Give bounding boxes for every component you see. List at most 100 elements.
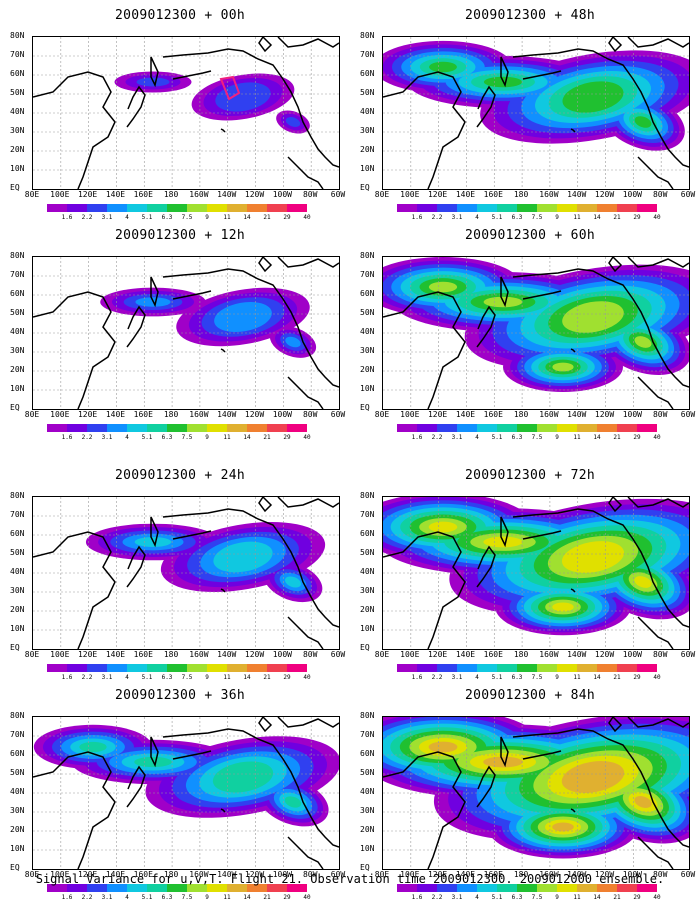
panel-title: 2009012300 + 00h xyxy=(114,8,246,23)
colorbar-swatch xyxy=(247,424,267,432)
colorbar-swatch xyxy=(477,664,497,672)
lon-tick-label: 80E xyxy=(374,410,390,419)
lon-tick-label: 80W xyxy=(652,190,668,199)
colorbar-swatch xyxy=(107,204,127,212)
colorbar-swatch xyxy=(637,204,657,212)
lat-tick-label: EQ xyxy=(360,183,370,192)
colorbar-swatch xyxy=(147,664,167,672)
colorbar-swatch xyxy=(537,884,557,892)
colorbar-level-label: 40 xyxy=(653,434,661,441)
colorbar-level-label: 14 xyxy=(593,894,601,901)
colorbar-swatch xyxy=(397,884,417,892)
lon-tick-label: 80E xyxy=(374,650,390,659)
lat-tick-label: 30N xyxy=(10,806,25,815)
lat-tick-label: 60N xyxy=(360,69,375,78)
colorbar-level-label: 29 xyxy=(633,894,641,901)
colorbar-swatch xyxy=(437,884,457,892)
colorbar-level-label: 3.1 xyxy=(451,434,463,441)
colorbar-level-label: 4 xyxy=(475,434,479,441)
colorbar-level-label: 1.6 xyxy=(61,674,73,681)
colorbar xyxy=(47,884,307,892)
colorbar-level-label: 4 xyxy=(125,434,129,441)
lon-tick-label: 100W xyxy=(622,870,642,879)
colorbar-level-label: 2.2 xyxy=(431,434,443,441)
colorbar-swatch xyxy=(597,884,617,892)
map-panel: 2009012300 + 48h 80N 70N 60N 50N 40N 30N 20N 10N… xyxy=(360,8,700,221)
panel-title: 2009012300 + 84h xyxy=(464,688,596,703)
lat-tick-label: 10N xyxy=(360,384,375,393)
lat-tick-label: 30N xyxy=(10,126,25,135)
colorbar-level-label: 40 xyxy=(303,674,311,681)
colorbar-level-label: 21 xyxy=(613,894,621,901)
colorbar-level-label: 11 xyxy=(573,894,581,901)
colorbar-level-label: 29 xyxy=(633,214,641,221)
colorbar-level-label: 2.2 xyxy=(81,214,93,221)
lon-tick-label: 180 xyxy=(513,410,529,419)
lat-tick-label: EQ xyxy=(10,183,20,192)
map-plot xyxy=(382,716,690,870)
colorbar-swatch xyxy=(577,664,597,672)
lon-tick-label: 120W xyxy=(594,190,615,199)
map-plot xyxy=(382,496,690,650)
colorbar-swatch xyxy=(437,664,457,672)
lat-tick-label: 20N xyxy=(360,365,375,374)
lon-tick-label: 60W xyxy=(680,870,696,879)
lon-tick-label: 120W xyxy=(594,650,615,659)
lon-tick-label: 140E xyxy=(105,410,126,419)
colorbar-level-label: 40 xyxy=(653,214,661,221)
colorbar-swatch xyxy=(107,884,127,892)
lat-tick-label: 70N xyxy=(10,510,25,519)
lat-tick-label: 30N xyxy=(360,586,375,595)
lat-tick-label: 80N xyxy=(10,711,25,720)
lat-tick-label: 70N xyxy=(10,270,25,279)
colorbar-swatch xyxy=(67,424,87,432)
colorbar-swatch xyxy=(47,884,67,892)
lat-tick-label: 50N xyxy=(360,308,375,317)
lat-tick-label: EQ xyxy=(10,643,20,652)
colorbar-swatch xyxy=(127,204,147,212)
colorbar xyxy=(397,204,657,212)
lon-tick-label: 160W xyxy=(189,870,209,879)
lat-tick-label: 40N xyxy=(10,107,25,116)
colorbar-level-label: 14 xyxy=(243,214,251,221)
lon-tick-label: 140W xyxy=(567,190,587,199)
colorbar-swatch xyxy=(127,884,147,892)
lat-tick-label: 80N xyxy=(360,31,375,40)
lat-tick-label: 50N xyxy=(10,308,25,317)
colorbar-swatch xyxy=(227,884,247,892)
lat-tick-label: 70N xyxy=(360,270,375,279)
colorbar-level-label: 9 xyxy=(205,214,209,221)
colorbar-swatch xyxy=(207,664,227,672)
colorbar xyxy=(47,204,307,212)
colorbar xyxy=(47,424,307,432)
colorbar-level-label: 11 xyxy=(223,674,231,681)
lon-tick-label: 140W xyxy=(567,870,587,879)
colorbar-level-label: 21 xyxy=(263,214,271,221)
lon-tick-label: 120E xyxy=(77,190,98,199)
lat-tick-label: 20N xyxy=(10,145,25,154)
colorbar-level-label: 9 xyxy=(555,894,559,901)
colorbar-level-label: 14 xyxy=(593,434,601,441)
lat-tick-label: 20N xyxy=(360,605,375,614)
lon-tick-label: 120E xyxy=(427,190,448,199)
colorbar-level-label: 7.5 xyxy=(531,674,543,681)
colorbar-swatch xyxy=(537,664,557,672)
lon-tick-label: 160E xyxy=(133,190,153,199)
lon-tick-label: 160E xyxy=(483,410,503,419)
map-plot xyxy=(32,256,340,410)
colorbar-swatch xyxy=(227,204,247,212)
colorbar-swatch xyxy=(557,204,577,212)
map-panel: 2009012300 + 12h 80N 70N 60N 50N 40N 30N 20N 10N… xyxy=(10,228,350,441)
colorbar-level-label: 5.1 xyxy=(141,894,153,901)
lon-tick-label: 100W xyxy=(272,650,292,659)
colorbar-swatch xyxy=(67,204,87,212)
colorbar-swatch xyxy=(477,884,497,892)
lat-tick-label: 80N xyxy=(10,251,25,260)
colorbar-swatch xyxy=(67,664,87,672)
colorbar-level-label: 9 xyxy=(205,674,209,681)
colorbar-level-label: 5.1 xyxy=(491,674,503,681)
lat-tick-label: 20N xyxy=(10,605,25,614)
lat-tick-label: 60N xyxy=(360,529,375,538)
lon-tick-label: 60W xyxy=(330,650,346,659)
lat-tick-label: 70N xyxy=(360,510,375,519)
